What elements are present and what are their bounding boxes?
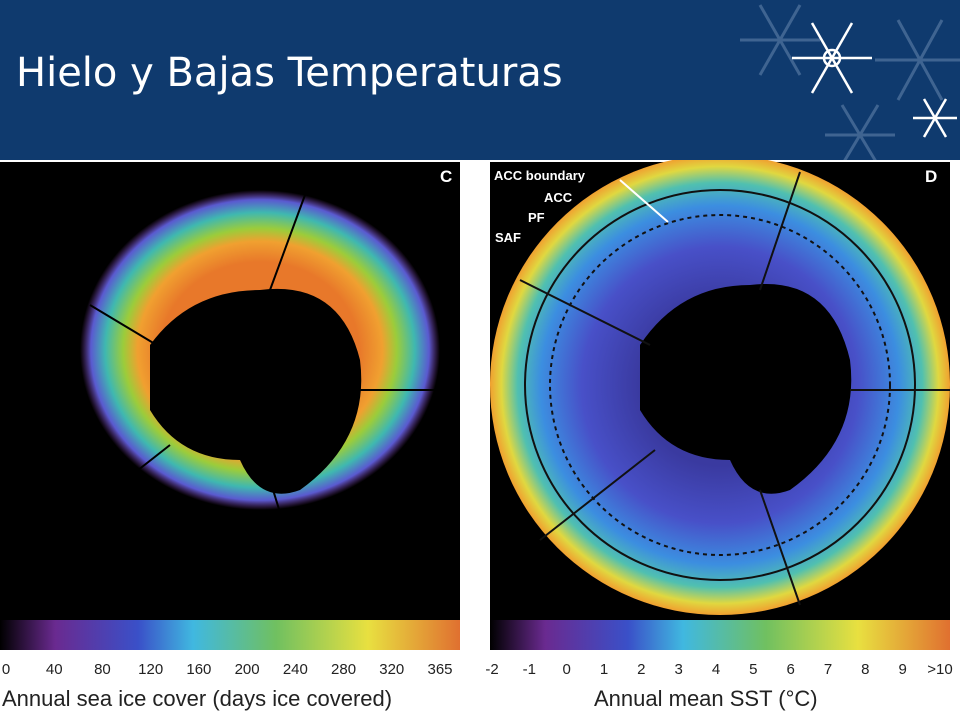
header: Hielo y Bajas Temperaturas — [0, 0, 960, 160]
scale-label: -2 — [485, 661, 498, 678]
panel-letter: D — [925, 167, 937, 186]
scale-label: 280 — [331, 661, 356, 678]
scale-label: 160 — [186, 661, 211, 678]
annotation: ACC boundary — [494, 168, 586, 183]
annotation: PF — [528, 210, 545, 225]
scale-label: 3 — [674, 661, 682, 678]
panel-letter: C — [440, 167, 452, 186]
colorbar-d — [490, 620, 950, 650]
scale-label: 240 — [283, 661, 308, 678]
scale-label: 120 — [138, 661, 163, 678]
scale-label: -1 — [523, 661, 536, 678]
scale-label: 0 — [2, 661, 10, 678]
slide-title: Hielo y Bajas Temperaturas — [16, 50, 563, 96]
scale-label: >10 — [927, 661, 952, 678]
scale-label: 365 — [427, 661, 452, 678]
scale-label: 200 — [235, 661, 260, 678]
scale-label: 7 — [824, 661, 832, 678]
scale-label: 0 — [562, 661, 570, 678]
scale-label: 1 — [600, 661, 608, 678]
axis-label: Annual sea ice cover (days ice covered) — [2, 686, 392, 711]
scale-label: 320 — [379, 661, 404, 678]
scale-label: 40 — [46, 661, 63, 678]
scale-label: 4 — [712, 661, 720, 678]
axis-label: Annual mean SST (°C) — [594, 686, 818, 711]
antarctica — [640, 283, 852, 494]
scale-label: 80 — [94, 661, 111, 678]
figure: C D ACC boundary ACC PF SAF Annual sea i… — [0, 160, 953, 711]
scale-label: 8 — [861, 661, 869, 678]
scale-label: 9 — [898, 661, 906, 678]
arrow — [619, 179, 669, 223]
colorbar-c — [0, 620, 460, 650]
snowflakes — [740, 4, 960, 160]
annotation: SAF — [495, 230, 521, 245]
scale-label: 2 — [637, 661, 645, 678]
antarctica — [150, 288, 362, 494]
annotation: ACC — [544, 190, 573, 205]
scale-label: 6 — [786, 661, 794, 678]
scale-label: 5 — [749, 661, 757, 678]
